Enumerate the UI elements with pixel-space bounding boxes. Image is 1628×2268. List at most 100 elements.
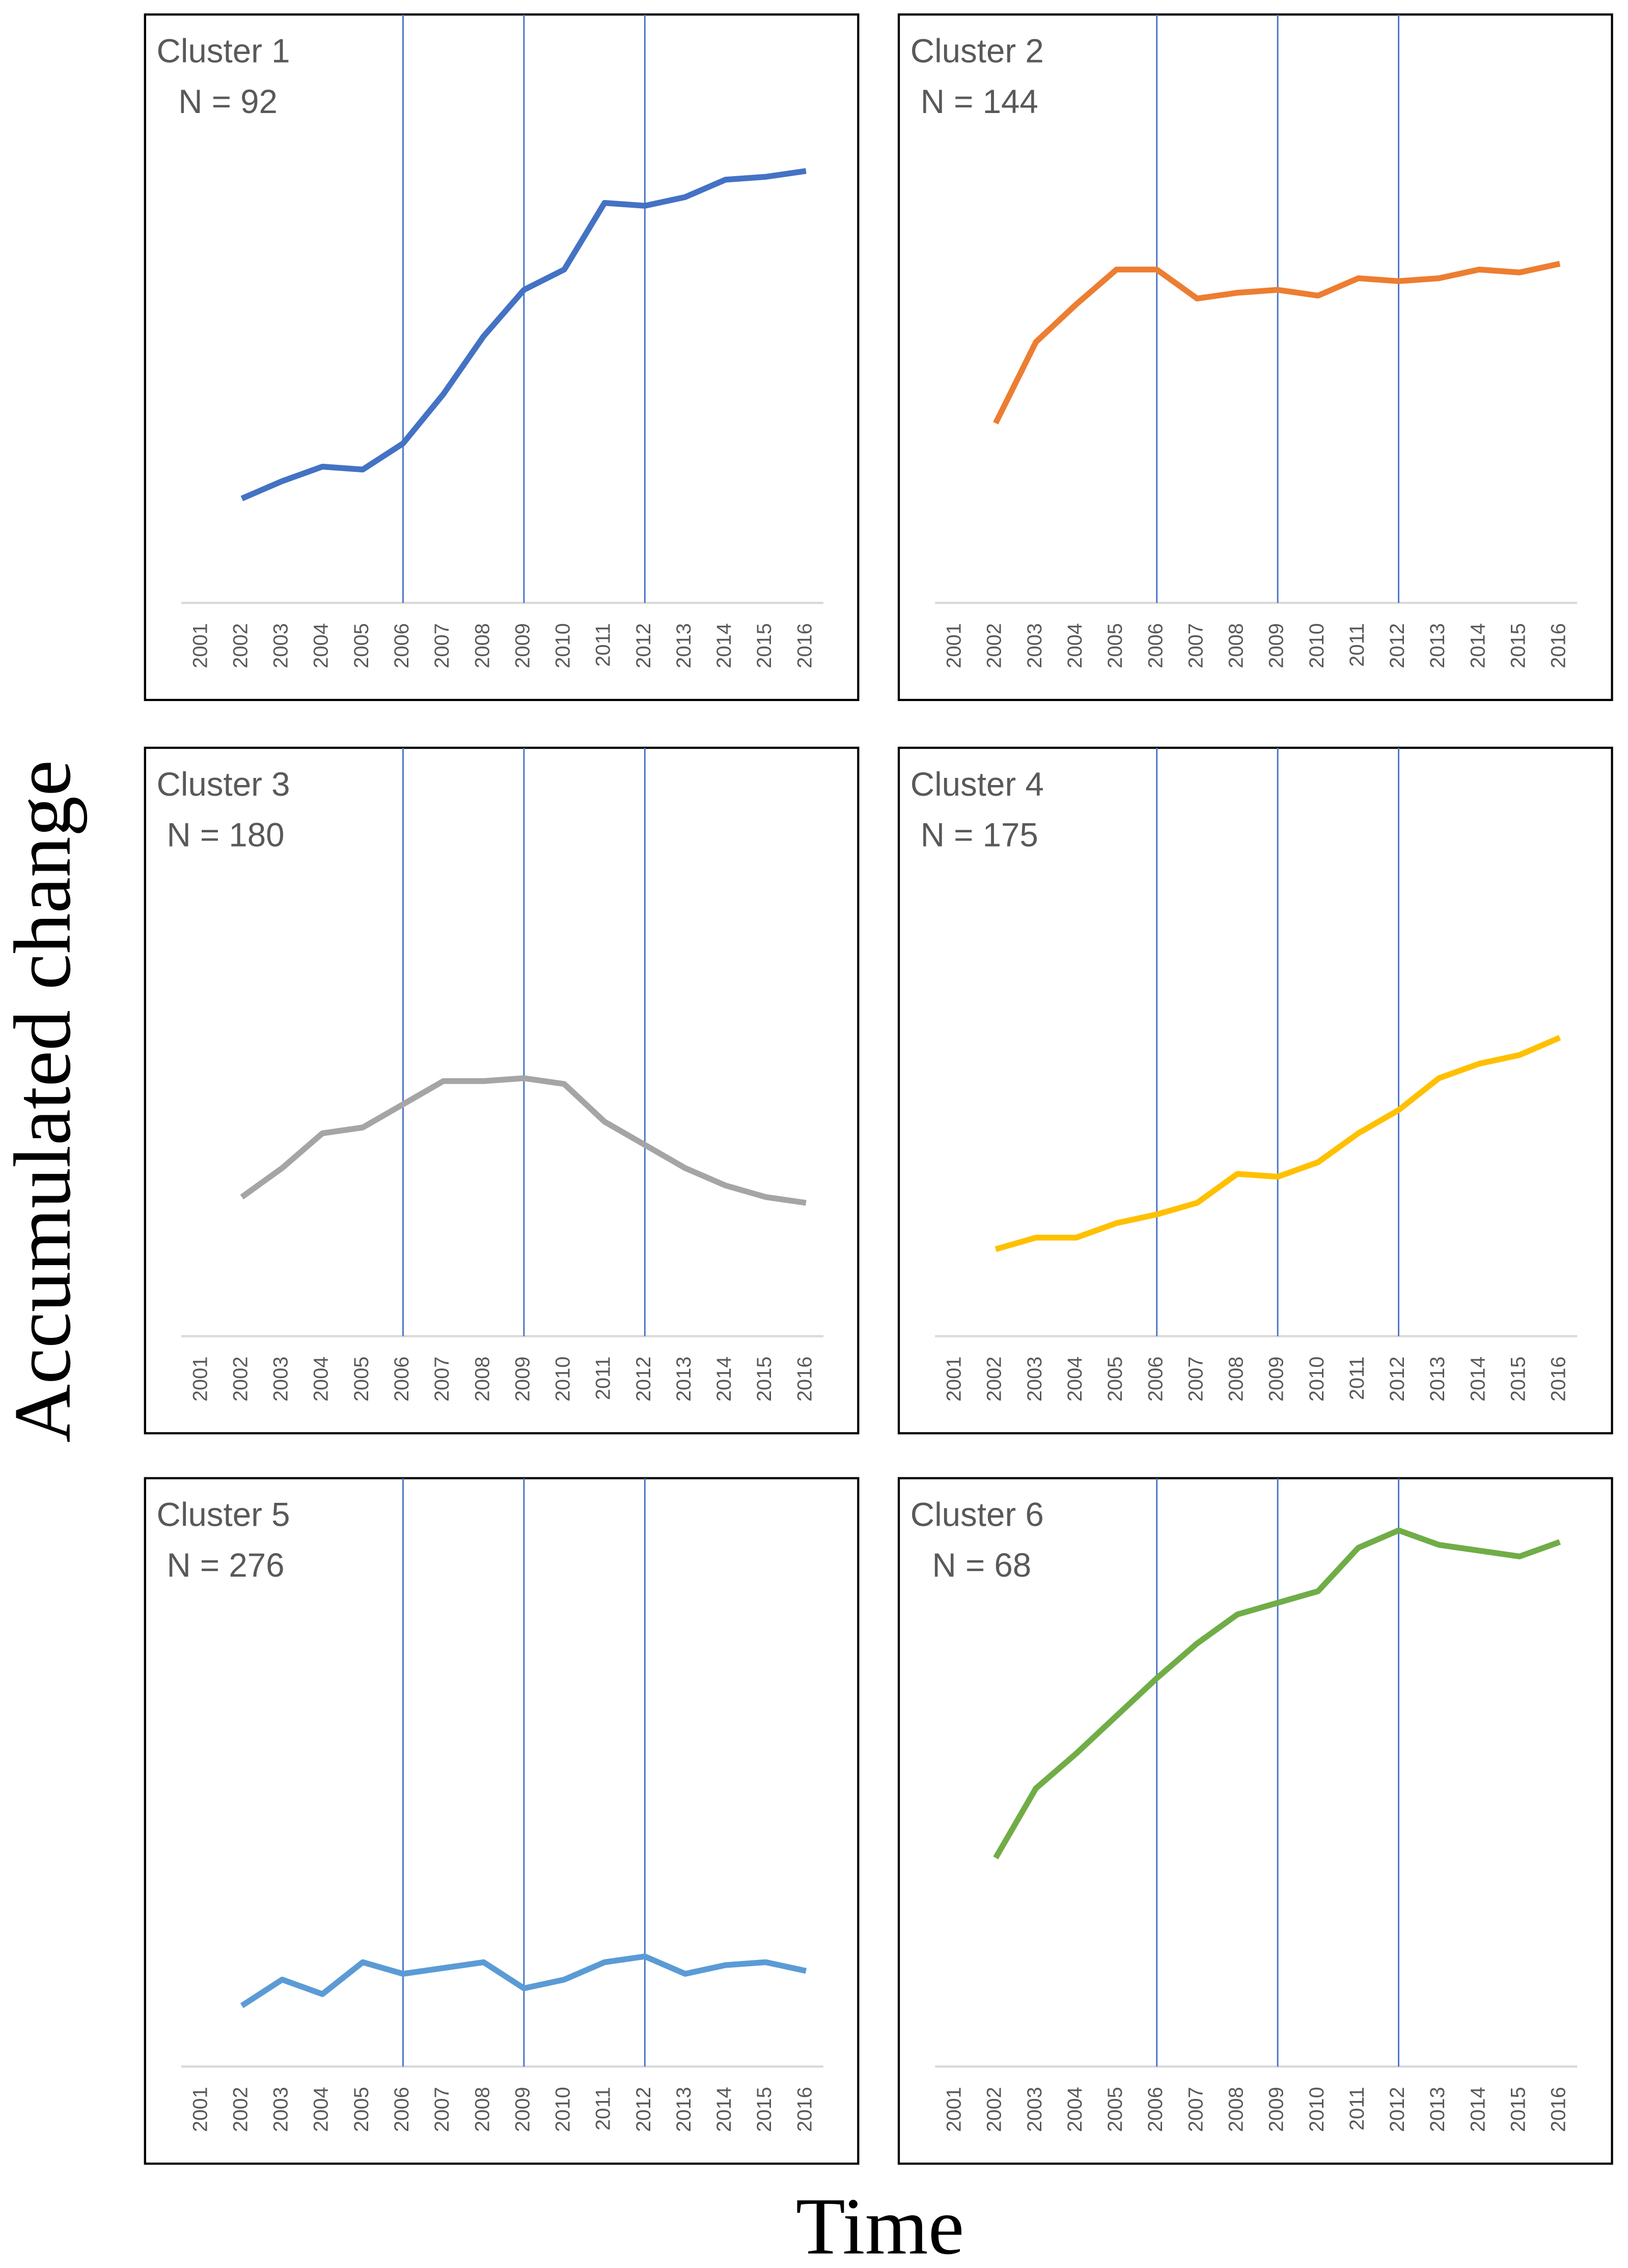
x-tick-label: 2014 xyxy=(713,2087,735,2132)
panel-frame xyxy=(144,746,860,1435)
x-tick-label: 2012 xyxy=(632,2087,655,2132)
x-tick-label: 2016 xyxy=(1548,623,1570,668)
x-tick-label: 2011 xyxy=(1346,623,1368,667)
x-tick-label: 2006 xyxy=(391,2087,413,2132)
series-line xyxy=(993,1527,1561,1860)
x-tick-label: 2009 xyxy=(511,623,534,668)
x-tick-label: 2011 xyxy=(592,1356,615,1400)
x-tick-label: 2012 xyxy=(632,623,655,668)
x-tick-label: 2012 xyxy=(1386,623,1409,668)
x-tick-label: 2011 xyxy=(1346,1356,1368,1400)
panel-title: Cluster 6 xyxy=(910,1496,1044,1533)
x-tick-label: 2012 xyxy=(632,1356,655,1402)
x-tick-label: 2002 xyxy=(229,1356,252,1402)
x-tick-label: 2004 xyxy=(310,2087,333,2132)
x-tick-label: 2010 xyxy=(552,1356,574,1402)
x-tick-label: 2016 xyxy=(1548,2087,1570,2132)
panel-subtitle: N = 144 xyxy=(921,83,1038,120)
x-tick-label: 2005 xyxy=(350,2087,373,2132)
x-axis-label: Time xyxy=(796,2182,964,2268)
x-tick-label: 2003 xyxy=(1024,1356,1046,1402)
panel-subtitle: N = 92 xyxy=(178,83,278,120)
x-tick-label: 2007 xyxy=(1184,1356,1207,1402)
x-tick-label: 2015 xyxy=(1507,1356,1529,1402)
x-tick-label: 2008 xyxy=(1225,2087,1248,2132)
x-tick-label: 2006 xyxy=(1144,623,1167,668)
x-tick-label: 2014 xyxy=(713,623,735,668)
x-tick-label: 2004 xyxy=(1064,623,1086,668)
panel-frame xyxy=(144,1477,860,2165)
x-tick-label: 2009 xyxy=(511,2087,534,2132)
x-tick-label: 2013 xyxy=(673,623,695,668)
x-tick-label: 2013 xyxy=(673,1356,695,1402)
panel-title: Cluster 4 xyxy=(910,766,1044,803)
x-tick-label: 2003 xyxy=(270,623,292,668)
x-tick-label: 2013 xyxy=(673,2087,695,2132)
x-tick-label: 2010 xyxy=(1306,1356,1328,1402)
series-line xyxy=(240,1953,807,2008)
panel-title: Cluster 5 xyxy=(157,1496,290,1533)
panel-frame xyxy=(897,746,1613,1435)
panel-subtitle: N = 175 xyxy=(921,816,1038,853)
x-tick-label: 2015 xyxy=(753,1356,776,1402)
x-tick-label: 2016 xyxy=(793,1356,816,1402)
panel-title: Cluster 2 xyxy=(910,32,1044,69)
panel-frame xyxy=(897,1477,1613,2165)
x-tick-label: 2005 xyxy=(1104,1356,1126,1402)
series-line xyxy=(240,1075,807,1206)
panel-subtitle: N = 180 xyxy=(167,816,284,853)
x-tick-label: 2014 xyxy=(1467,2087,1489,2132)
x-tick-label: 2002 xyxy=(229,623,252,668)
x-tick-label: 2001 xyxy=(943,1356,965,1402)
x-tick-label: 2007 xyxy=(1184,2087,1207,2132)
x-tick-label: 2009 xyxy=(1265,1356,1288,1402)
x-tick-label: 2016 xyxy=(793,623,816,668)
x-tick-label: 2006 xyxy=(391,623,413,668)
panel-frame xyxy=(144,13,860,702)
x-tick-label: 2013 xyxy=(1426,623,1449,668)
x-tick-label: 2001 xyxy=(943,2087,965,2132)
x-tick-label: 2008 xyxy=(1225,623,1248,668)
x-tick-label: 2003 xyxy=(270,2087,292,2132)
x-tick-label: 2014 xyxy=(1467,1356,1489,1402)
panel-subtitle: N = 68 xyxy=(932,1547,1032,1584)
x-tick-label: 2011 xyxy=(1346,2087,1368,2131)
x-tick-label: 2015 xyxy=(753,623,776,668)
x-tick-label: 2002 xyxy=(983,623,1006,668)
x-tick-label: 2011 xyxy=(592,623,615,667)
x-tick-label: 2003 xyxy=(1024,623,1046,668)
x-tick-label: 2002 xyxy=(983,2087,1006,2132)
x-tick-label: 2002 xyxy=(983,1356,1006,1402)
x-tick-label: 2012 xyxy=(1386,1356,1409,1402)
x-tick-label: 2004 xyxy=(310,623,333,668)
x-tick-label: 2001 xyxy=(189,623,211,668)
x-tick-label: 2003 xyxy=(270,1356,292,1402)
x-tick-label: 2008 xyxy=(1225,1356,1248,1402)
x-tick-label: 2008 xyxy=(471,623,493,668)
x-tick-label: 2009 xyxy=(1265,623,1288,668)
panel-title: Cluster 3 xyxy=(157,766,290,803)
panel-frame xyxy=(897,13,1613,702)
series-line xyxy=(240,168,807,501)
x-tick-label: 2015 xyxy=(753,2087,776,2132)
x-tick-label: 2010 xyxy=(1306,623,1328,668)
x-tick-label: 2008 xyxy=(471,2087,493,2132)
x-tick-label: 2011 xyxy=(592,2087,615,2131)
x-tick-label: 2016 xyxy=(1548,1356,1570,1402)
x-tick-label: 2004 xyxy=(1064,1356,1086,1402)
x-tick-label: 2010 xyxy=(552,623,574,668)
x-tick-label: 2001 xyxy=(189,2087,211,2132)
x-tick-label: 2016 xyxy=(793,2087,816,2132)
x-tick-label: 2004 xyxy=(1064,2087,1086,2132)
x-tick-label: 2015 xyxy=(1507,2087,1529,2132)
panel-subtitle: N = 276 xyxy=(167,1547,284,1584)
x-tick-label: 2014 xyxy=(1467,623,1489,668)
x-tick-label: 2005 xyxy=(350,1356,373,1402)
x-tick-label: 2009 xyxy=(511,1356,534,1402)
x-tick-label: 2005 xyxy=(1104,623,1126,668)
x-tick-label: 2003 xyxy=(1024,2087,1046,2132)
x-tick-label: 2010 xyxy=(552,2087,574,2132)
x-tick-label: 2007 xyxy=(1184,623,1207,668)
series-line xyxy=(993,261,1561,425)
